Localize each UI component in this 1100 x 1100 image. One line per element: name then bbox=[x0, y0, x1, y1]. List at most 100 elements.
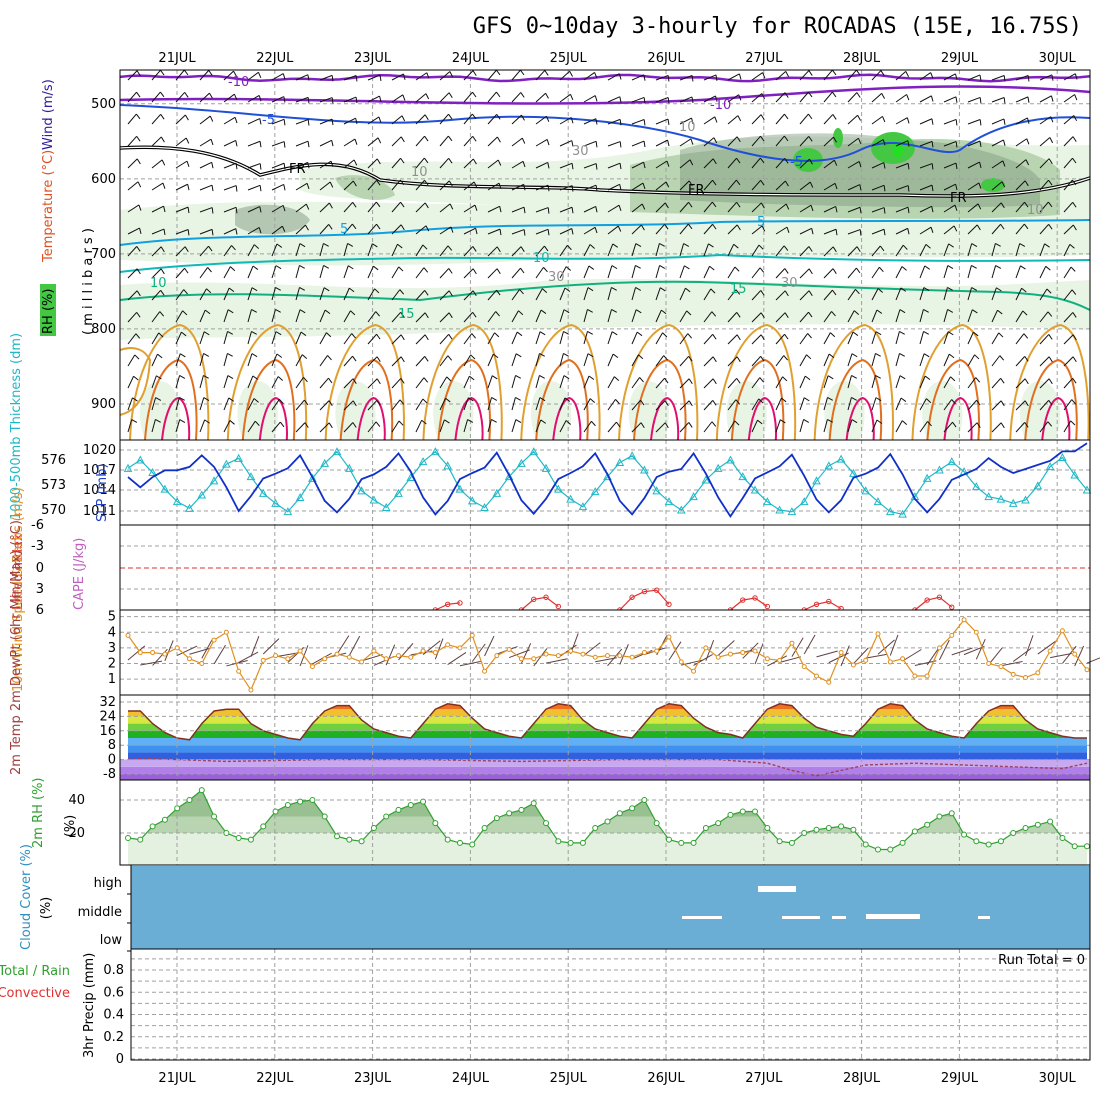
barb-shaft-60 bbox=[607, 96, 621, 103]
barb-shaft-535 bbox=[487, 353, 494, 367]
barb-shaft-118 bbox=[1039, 116, 1051, 125]
barb-flag-365 bbox=[252, 265, 259, 270]
barb-flag-164 bbox=[235, 163, 238, 170]
barb-flag-537 bbox=[539, 353, 545, 357]
barb-flag-568 bbox=[328, 377, 333, 384]
barb-flag-585 bbox=[736, 378, 741, 384]
barb-flag-666 bbox=[757, 419, 763, 425]
barb-flag-606 bbox=[278, 398, 284, 405]
rh2m-point-17 bbox=[334, 833, 341, 840]
rh-label-30b: 30 bbox=[548, 270, 565, 285]
barb-flag-436 bbox=[996, 287, 1002, 292]
barb-flag-507 bbox=[784, 333, 789, 340]
thickness-point-60 bbox=[861, 486, 871, 495]
barb-flag-269 bbox=[835, 206, 838, 213]
barb-flag-283 bbox=[211, 229, 214, 236]
barb-flag-375 bbox=[496, 268, 501, 275]
barb-shaft-104 bbox=[703, 116, 716, 125]
thickness-point-28 bbox=[467, 496, 477, 505]
barb-shaft-233 bbox=[919, 184, 933, 191]
barb-flag-423 bbox=[685, 287, 691, 293]
barb-flag-296 bbox=[523, 229, 526, 236]
barb-flag-194 bbox=[955, 162, 958, 170]
barb-flag-343 bbox=[683, 243, 690, 247]
barb-shaft-430 bbox=[847, 289, 856, 301]
wind10-point-15 bbox=[309, 664, 315, 670]
barb-shaft-661 bbox=[631, 422, 642, 433]
barb-shaft-263 bbox=[679, 201, 689, 213]
contour-label-m5b: -5 bbox=[790, 155, 803, 170]
barb-flag-661 bbox=[640, 422, 645, 428]
barb-flag-600 bbox=[132, 397, 138, 402]
barb-shaft-651 bbox=[391, 420, 400, 433]
rh2m-series bbox=[125, 787, 1090, 853]
barb-shaft-26 bbox=[751, 72, 763, 81]
rh2m-point-21 bbox=[383, 813, 390, 820]
barb-shaft-522 bbox=[175, 353, 181, 367]
barb-shaft-288 bbox=[319, 224, 330, 235]
barb-shaft-31 bbox=[871, 70, 882, 81]
panel-borders bbox=[119, 69, 1091, 1061]
barb-shaft-239 bbox=[1063, 179, 1073, 191]
barb-flag-249 bbox=[352, 202, 357, 208]
wind10-barb-40 bbox=[619, 644, 629, 665]
barb-shaft-520 bbox=[127, 354, 136, 367]
barb-flag-226 bbox=[760, 180, 765, 186]
barb-flag-642 bbox=[179, 419, 186, 423]
barb-flag-312 bbox=[907, 228, 910, 235]
barb-flag-430 bbox=[855, 288, 860, 295]
barb-flag-368 bbox=[323, 265, 330, 269]
barb-flag-518 bbox=[1048, 334, 1053, 340]
barb-flag-480 bbox=[135, 333, 141, 339]
slp-panel-bg bbox=[120, 440, 1090, 525]
rh2m-point-18 bbox=[346, 836, 353, 843]
barb-shaft-483 bbox=[199, 331, 205, 345]
barb-shaft-650 bbox=[367, 421, 377, 433]
barb-shaft-203 bbox=[199, 184, 213, 191]
date-label-top-5: 26JUL bbox=[647, 51, 685, 66]
barb-flag-531 bbox=[400, 356, 405, 363]
wind10-point-58 bbox=[838, 650, 844, 656]
barb-shaft-56 bbox=[511, 92, 522, 103]
barb-flag-554 bbox=[948, 353, 955, 359]
barb-shaft-37 bbox=[1015, 74, 1029, 81]
barb-shaft-444 bbox=[223, 309, 229, 323]
barb-flag-586 bbox=[759, 377, 765, 383]
t2-band-6 bbox=[128, 730, 1087, 738]
barb-shaft-87 bbox=[295, 119, 309, 125]
barb-shaft-311 bbox=[871, 228, 885, 235]
thickness-point-51 bbox=[750, 485, 760, 494]
barb-shaft-195 bbox=[967, 161, 980, 169]
barb-flag-610 bbox=[376, 400, 381, 406]
barb-flag-247 bbox=[305, 203, 310, 210]
barb-flag-141 bbox=[643, 141, 646, 148]
barb-shaft-436 bbox=[991, 287, 997, 301]
barb-shaft-673 bbox=[919, 421, 928, 433]
barb-shaft-445 bbox=[247, 309, 252, 323]
rh2m-point-41 bbox=[629, 805, 636, 812]
contour-plus15 bbox=[119, 280, 1091, 311]
barb-flag-366 bbox=[275, 265, 282, 270]
barb-shaft-258 bbox=[559, 206, 573, 213]
barb-flag-284 bbox=[235, 228, 238, 235]
barb-flag-653 bbox=[444, 419, 450, 424]
contour-label-fr2: FR bbox=[688, 183, 705, 198]
barb-flag-297 bbox=[547, 229, 550, 236]
barb-shaft-80 bbox=[127, 113, 137, 125]
barb-flag-48 bbox=[331, 97, 334, 104]
barb-shaft-613 bbox=[439, 398, 446, 411]
contour-plus5 bbox=[119, 219, 1091, 246]
barb-flag-119 bbox=[1073, 115, 1078, 121]
barb-shaft-628 bbox=[799, 397, 805, 411]
barb-flag-203 bbox=[211, 185, 214, 192]
barb-shaft-360 bbox=[127, 268, 138, 279]
thickness-point-76 bbox=[1058, 452, 1067, 461]
barb-shaft-229 bbox=[823, 182, 836, 191]
barb-shaft-481 bbox=[151, 332, 160, 345]
barb-shaft-580 bbox=[607, 376, 615, 389]
rh2m-point-74 bbox=[1034, 821, 1041, 828]
barb-flag-545 bbox=[736, 356, 741, 363]
barb-shaft-627 bbox=[775, 397, 782, 411]
